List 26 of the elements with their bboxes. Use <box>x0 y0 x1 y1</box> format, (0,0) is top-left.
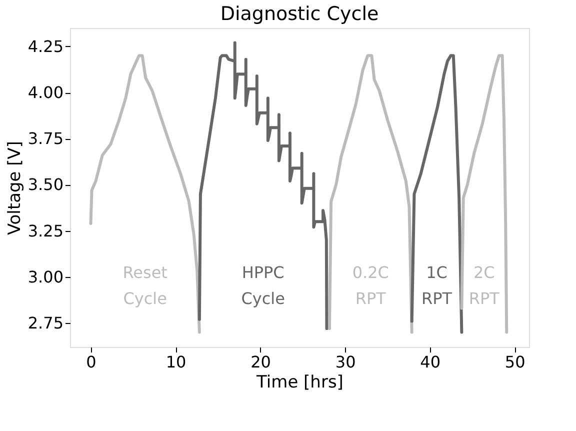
x-tick-label: 40 <box>420 352 441 372</box>
series-label: 1C RPT <box>422 263 452 308</box>
y-axis-title: Voltage [V] <box>4 140 25 236</box>
y-tick-label: 2.75 <box>28 314 64 333</box>
series-label: 2C RPT <box>468 263 500 308</box>
x-tick-label: 30 <box>335 352 356 372</box>
line-series <box>460 54 508 334</box>
y-tick-label: 3.00 <box>28 267 64 286</box>
x-tick-label: 0 <box>86 352 96 372</box>
y-tick-label: 3.25 <box>28 221 64 240</box>
series-label: 0.2C RPT <box>352 263 389 308</box>
y-tick-label: 3.75 <box>28 129 64 148</box>
y-tick-label: 4.25 <box>28 36 64 56</box>
text: HPPC Cycle <box>241 263 285 308</box>
series-label: Reset Cycle <box>122 263 168 308</box>
chart-title: Diagnostic Cycle <box>220 3 379 25</box>
x-tick-label: 10 <box>166 352 186 372</box>
y-tick-label: 4.00 <box>28 83 64 102</box>
line-series <box>198 41 328 330</box>
x-tick-label: 20 <box>250 352 271 372</box>
line-series <box>410 54 464 334</box>
line-series <box>89 54 201 334</box>
line-series <box>328 54 414 334</box>
y-tick-label: 3.50 <box>28 175 64 194</box>
x-tick-label: 50 <box>504 352 526 372</box>
x-axis-title: Time [hrs] <box>256 372 344 392</box>
